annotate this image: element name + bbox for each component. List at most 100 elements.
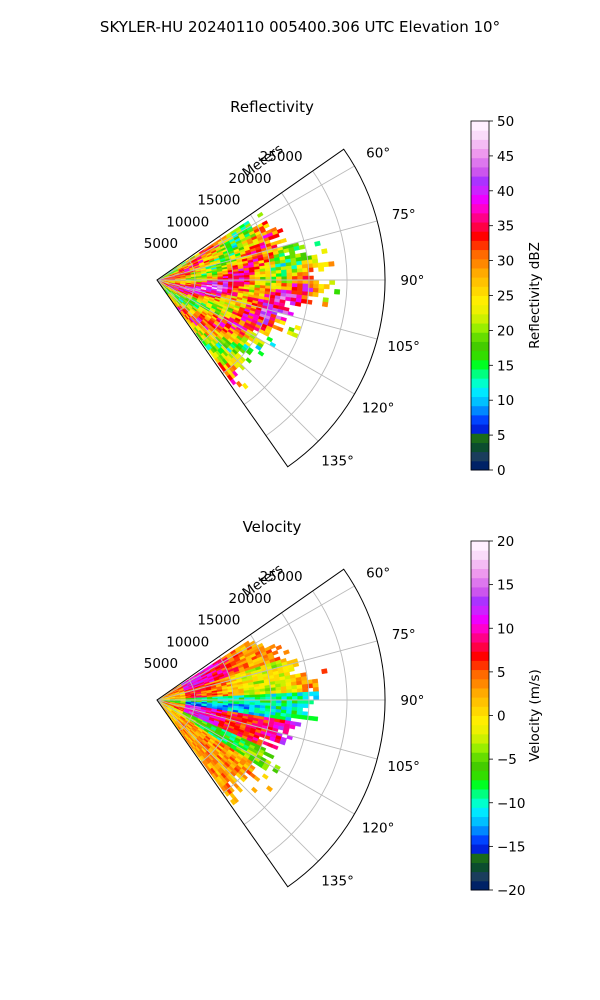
colorbar-swatch [471,550,489,560]
azimuth-tick-label: 75° [392,627,416,643]
colorbar-swatch [471,176,489,186]
colorbar-swatch [471,715,489,726]
colorbar-swatch [471,669,489,680]
azimuth-tick-label: 105° [387,339,420,355]
colorbar-tick-label: −5 [497,752,517,768]
range-tick-label: 10000 [166,214,209,230]
colorbar-swatch [471,424,489,434]
colorbar-swatch [471,798,489,808]
azimuth-gridline [156,699,355,815]
colorbar-swatch [471,871,489,882]
range-ring [222,214,272,374]
colorbar-tick-label: 5 [497,428,506,444]
colorbar-tick-label: 20 [497,323,514,339]
colorbar-label: Reflectivity dBZ [527,242,543,349]
azimuth-tick-label: 75° [392,207,416,223]
colorbar-tick-label: 0 [497,709,506,725]
colorbar-swatch [471,678,489,689]
colorbar-tick-label: 5 [497,665,506,681]
colorbar-swatch [471,460,489,471]
range-tick-label: 20000 [229,171,272,187]
colorbar-swatch [471,433,489,443]
azimuth-gridline [156,699,378,760]
range-tick-label: 15000 [197,193,240,209]
colorbar-swatch [471,844,489,854]
colorbar-swatch [471,222,489,232]
range-tick-label: 5000 [144,236,178,252]
colorbar-swatch [471,834,489,845]
colorbar-swatch [471,130,489,140]
range-tick-label: 20000 [229,591,272,607]
colorbar-swatch [471,341,489,352]
colorbar-swatch [471,323,489,333]
colorbar-swatch [471,862,489,873]
range-ring [222,634,272,794]
colorbar-swatch [471,660,489,671]
colorbar-swatch [471,743,489,753]
colorbar-swatch [471,194,489,205]
colorbar-swatch [471,267,489,278]
colorbar-swatch [471,304,489,315]
colorbar-swatch [471,632,489,643]
azimuth-tick-label: 105° [387,759,420,775]
colorbar-tick-label: 20 [497,534,514,550]
colorbar-swatch [471,586,489,597]
reflectivity-panel: Reflectivity500010000150002000025000Mete… [144,98,543,479]
colorbar-tick-label: −10 [497,796,526,812]
azimuth-tick-label: 90° [400,693,424,709]
colorbar-swatch [471,451,489,462]
range-ring [200,236,234,343]
polar-grid [156,165,385,442]
azimuth-gridline [156,220,378,281]
colorbar-swatch [471,724,489,735]
colorbar-swatch [471,414,489,425]
sector-outline [156,568,386,888]
colorbar-tick-label: 25 [497,289,514,305]
colorbar-swatch [471,880,489,891]
colorbar: −20 −15 −10 −5 0 5 10 15 20 Velocity (m/s) [470,534,543,899]
colorbar: 0 5 10 15 20 25 30 35 40 45 50 Reflectivity dBZ [470,114,543,479]
colorbar-tick-label: −15 [497,839,526,855]
colorbar-swatch [471,295,489,306]
colorbar-swatch [471,378,489,388]
range-tick-label: 5000 [144,656,178,672]
azimuth-tick-label: 60° [366,145,390,161]
colorbar-tick-label: 0 [497,463,506,479]
colorbar-swatch [471,350,489,361]
range-tick-label: 10000 [166,634,209,650]
colorbar-swatch [471,396,489,407]
colorbar-swatch [471,816,489,827]
colorbar-swatch [471,559,489,570]
colorbar-tick-label: 15 [497,358,514,374]
colorbar-tick-label: 40 [497,184,514,200]
azimuth-tick-label: 60° [366,565,390,581]
colorbar-tick-label: 10 [497,393,514,409]
range-ring [243,612,310,825]
azimuth-gridline [156,279,355,395]
sector-outline [156,148,386,468]
colorbar-swatch [471,166,489,177]
colorbar-swatch [471,642,489,652]
range-ring [265,170,348,437]
colorbar-swatch [471,405,489,416]
colorbar-swatch [471,249,489,260]
colorbar-swatch [471,212,489,223]
colorbar-swatch [471,687,489,698]
range-ring [265,590,348,857]
colorbar-swatch [471,313,489,324]
colorbar-swatch [471,577,489,588]
azimuth-tick-label: 90° [400,273,424,289]
colorbar-swatch [471,157,489,168]
colorbar-tick-label: 45 [497,149,514,165]
colorbar-swatch [471,231,489,241]
colorbar-swatch [471,286,489,296]
colorbar-swatch [471,807,489,818]
range-tick-label: 15000 [197,613,240,629]
colorbar-swatch [471,442,489,453]
colorbar-swatch [471,825,489,836]
colorbar-swatch [471,203,489,214]
azimuth-gridline [156,699,319,862]
colorbar-label: Velocity (m/s) [527,669,543,762]
